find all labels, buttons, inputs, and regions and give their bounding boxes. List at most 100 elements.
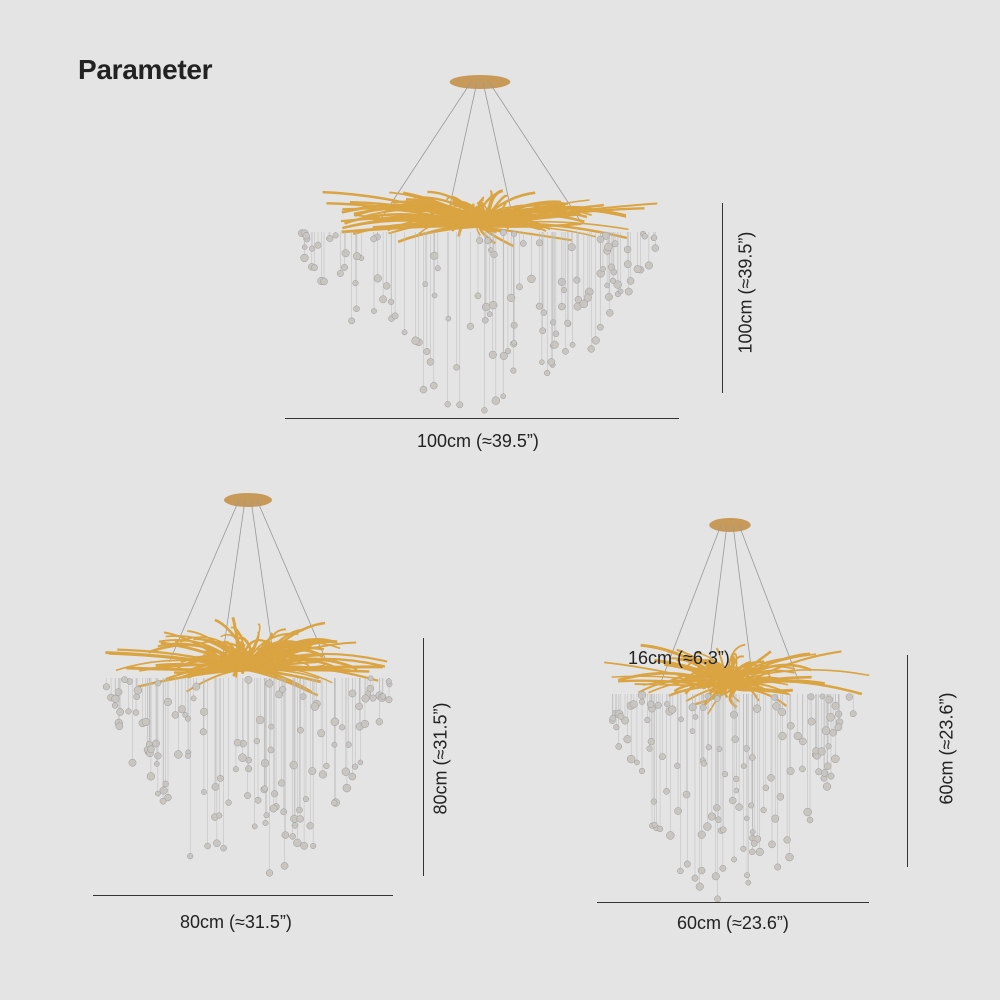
gold-branch <box>611 675 727 688</box>
crystal-drop <box>807 693 815 701</box>
crystal-drop <box>233 738 242 747</box>
width-label: 60cm (≈23.6”) <box>677 913 789 933</box>
crystal-drop <box>296 815 304 823</box>
crystal-drop <box>444 401 451 408</box>
crystal-drop <box>516 283 523 291</box>
crystal-drop <box>507 293 516 302</box>
crystal-drop <box>714 695 721 702</box>
crystal-drop <box>486 311 493 317</box>
crystal-drop <box>116 708 125 716</box>
crystal-drop <box>827 772 835 780</box>
crystal-drop <box>102 683 110 691</box>
crystal-drop <box>711 872 720 881</box>
crystal-drop <box>714 895 721 903</box>
crystal-drop <box>683 860 691 868</box>
crystal-drop <box>466 322 474 330</box>
crystal-drop <box>600 266 606 272</box>
crystal-drop <box>745 879 752 886</box>
crystal-drop <box>535 302 543 310</box>
crystal-drop <box>204 842 211 850</box>
crystal-drop <box>293 838 302 847</box>
crystal-drop <box>799 765 806 773</box>
gold-branch <box>221 640 243 671</box>
crystal-drop <box>499 351 508 360</box>
suspension-wire <box>488 81 581 221</box>
crystal-drop <box>573 276 581 284</box>
crystal-drop <box>623 735 632 744</box>
ceiling-canopy <box>709 518 751 532</box>
crystal-drop <box>579 299 589 309</box>
crystal-drop <box>308 767 317 776</box>
crystal-drop <box>650 234 658 241</box>
crystal-drop <box>647 737 655 746</box>
crystal-drop <box>562 347 569 355</box>
crystal-drop <box>341 767 350 776</box>
crystal-drop <box>133 686 143 695</box>
suspension-wire <box>482 81 514 221</box>
crystal-drop <box>666 831 675 840</box>
crystal-drop <box>128 758 137 767</box>
crystal-drop <box>115 722 124 731</box>
crystal-drop <box>342 783 352 793</box>
crystal-drop <box>357 759 364 766</box>
crystal-drop <box>609 277 616 284</box>
crystal-drop <box>370 235 378 243</box>
gold-branch <box>669 657 732 688</box>
crystal-drop <box>302 232 310 240</box>
crystal-drop <box>613 280 622 289</box>
crystal-drop <box>253 737 261 745</box>
crystal-drop <box>192 682 201 691</box>
crystal-drop <box>488 350 497 359</box>
crystal-drop <box>340 263 348 271</box>
crystal-drop <box>691 874 699 882</box>
crystal-drop <box>596 323 604 331</box>
height-label: 60cm (≈23.6”) <box>936 692 957 805</box>
crystal-drop <box>164 793 172 802</box>
crystal-drop <box>825 695 833 704</box>
crystal-drop <box>267 746 275 754</box>
crystal-drop <box>613 724 620 731</box>
crystal-drop <box>762 784 770 792</box>
chandelier-small-image <box>604 518 870 903</box>
crystal-drop <box>682 790 691 799</box>
crystal-drop <box>302 796 310 803</box>
crystal-drop <box>132 709 140 716</box>
crystal-drop <box>216 812 223 819</box>
gold-branch <box>372 223 472 229</box>
crystal-drop <box>778 708 787 717</box>
crystal-drop <box>121 676 128 684</box>
crystal-drop <box>771 814 780 823</box>
crystal-drop <box>626 277 635 285</box>
crystal-drop <box>331 799 338 806</box>
crystal-drop <box>348 689 357 698</box>
gold-branch <box>727 676 790 689</box>
gold-branch <box>730 655 736 688</box>
crystal-drop <box>550 340 559 349</box>
crystal-drop <box>740 763 747 770</box>
width-dimension-line <box>597 902 869 903</box>
crystal-drop <box>385 696 393 704</box>
crystal-drop <box>484 237 492 245</box>
crystal-drop <box>260 759 270 768</box>
crystal-drop <box>658 753 666 761</box>
crystal-drop <box>567 243 576 252</box>
crystal-drop <box>445 315 452 322</box>
crystal-drop <box>752 704 762 713</box>
crystal-drop <box>822 782 832 791</box>
crystal-drop <box>574 295 582 304</box>
suspension-wire <box>738 524 799 681</box>
crystal-drop <box>159 786 168 795</box>
crystal-drop <box>606 309 614 317</box>
crystal-drop <box>719 826 727 834</box>
crystal-drop <box>778 731 787 741</box>
crystal-drop <box>504 348 511 355</box>
crystal-drop <box>491 396 501 405</box>
crystal-drop <box>703 822 712 831</box>
crystal-drop <box>819 693 826 700</box>
crystal-drop <box>311 264 318 271</box>
gold-branch <box>483 221 541 231</box>
crystal-drop <box>352 763 359 770</box>
crystal-drop <box>211 782 220 791</box>
crystal-drop <box>278 779 286 787</box>
crystal-drop <box>500 393 506 400</box>
